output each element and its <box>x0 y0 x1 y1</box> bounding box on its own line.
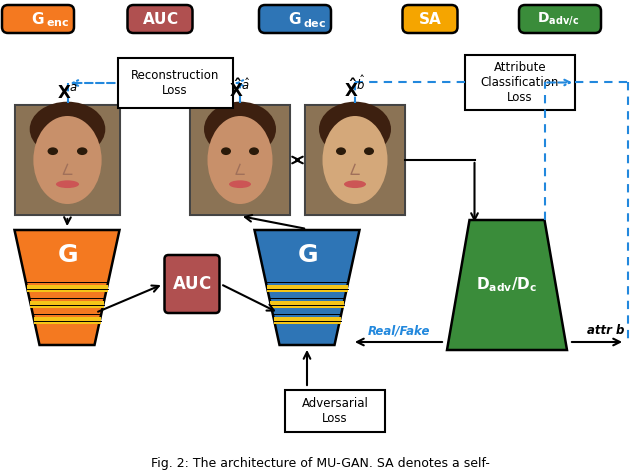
Ellipse shape <box>323 116 387 204</box>
Ellipse shape <box>229 180 251 188</box>
Text: $\mathbf{X}^{a}$: $\mathbf{X}^{a}$ <box>57 84 78 102</box>
Bar <box>16 106 119 214</box>
Ellipse shape <box>29 102 106 157</box>
Ellipse shape <box>56 180 79 188</box>
Bar <box>306 106 404 214</box>
Text: Attribute
Classification
Loss: Attribute Classification Loss <box>481 61 559 104</box>
FancyBboxPatch shape <box>127 5 193 33</box>
FancyBboxPatch shape <box>259 5 331 33</box>
Bar <box>465 55 575 110</box>
Polygon shape <box>447 220 567 350</box>
Bar <box>305 105 405 215</box>
Text: $\mathbf{\hat{X}}^{\hat{b}}$: $\mathbf{\hat{X}}^{\hat{b}}$ <box>344 76 366 102</box>
Text: $\mathbf{enc}$: $\mathbf{enc}$ <box>46 18 69 28</box>
Text: Real/Fake: Real/Fake <box>368 324 431 337</box>
Text: Reconstruction
Loss: Reconstruction Loss <box>131 69 219 97</box>
FancyBboxPatch shape <box>2 5 74 33</box>
Bar <box>33 317 100 324</box>
Bar <box>270 301 344 308</box>
Bar <box>285 390 385 432</box>
Text: $\mathbf{\hat{X}}^{\hat{a}}$: $\mathbf{\hat{X}}^{\hat{a}}$ <box>229 79 251 102</box>
Ellipse shape <box>207 116 273 204</box>
Ellipse shape <box>364 148 374 155</box>
Ellipse shape <box>47 148 58 155</box>
Bar <box>190 105 290 215</box>
Bar <box>273 317 340 324</box>
Bar <box>266 285 348 292</box>
Text: $\mathbf{AUC}$: $\mathbf{AUC}$ <box>142 11 178 27</box>
Text: Fig. 2: The architecture of MU-GAN. SA denotes a self-: Fig. 2: The architecture of MU-GAN. SA d… <box>150 456 490 470</box>
Ellipse shape <box>221 148 231 155</box>
Ellipse shape <box>204 102 276 157</box>
Text: $\mathbf{G}$: $\mathbf{G}$ <box>31 11 45 27</box>
FancyBboxPatch shape <box>164 255 220 313</box>
Ellipse shape <box>249 148 259 155</box>
Text: $\mathbf{D_{adv}/D_c}$: $\mathbf{D_{adv}/D_c}$ <box>476 276 538 294</box>
Text: $\mathbf{G}$: $\mathbf{G}$ <box>296 243 317 267</box>
Ellipse shape <box>319 102 391 157</box>
Ellipse shape <box>33 116 102 204</box>
Text: attr b: attr b <box>587 324 625 337</box>
Ellipse shape <box>344 180 366 188</box>
Text: $\mathbf{SA}$: $\mathbf{SA}$ <box>418 11 442 27</box>
Text: $\mathbf{AUC}$: $\mathbf{AUC}$ <box>172 275 212 293</box>
Ellipse shape <box>77 148 88 155</box>
Bar <box>30 301 104 308</box>
Bar <box>118 58 232 108</box>
Polygon shape <box>255 230 360 345</box>
FancyBboxPatch shape <box>519 5 601 33</box>
Ellipse shape <box>336 148 346 155</box>
Text: $\mathbf{D_{adv/c}}$: $\mathbf{D_{adv/c}}$ <box>537 10 579 27</box>
FancyBboxPatch shape <box>403 5 458 33</box>
Text: $\mathbf{G}$: $\mathbf{G}$ <box>56 243 77 267</box>
Bar <box>26 285 108 292</box>
Text: Adversarial
Loss: Adversarial Loss <box>301 397 369 425</box>
Polygon shape <box>15 230 120 345</box>
Text: $\mathbf{dec}$: $\mathbf{dec}$ <box>303 17 326 29</box>
Bar <box>191 106 289 214</box>
Text: $\mathbf{G}$: $\mathbf{G}$ <box>288 11 301 27</box>
Bar <box>15 105 120 215</box>
